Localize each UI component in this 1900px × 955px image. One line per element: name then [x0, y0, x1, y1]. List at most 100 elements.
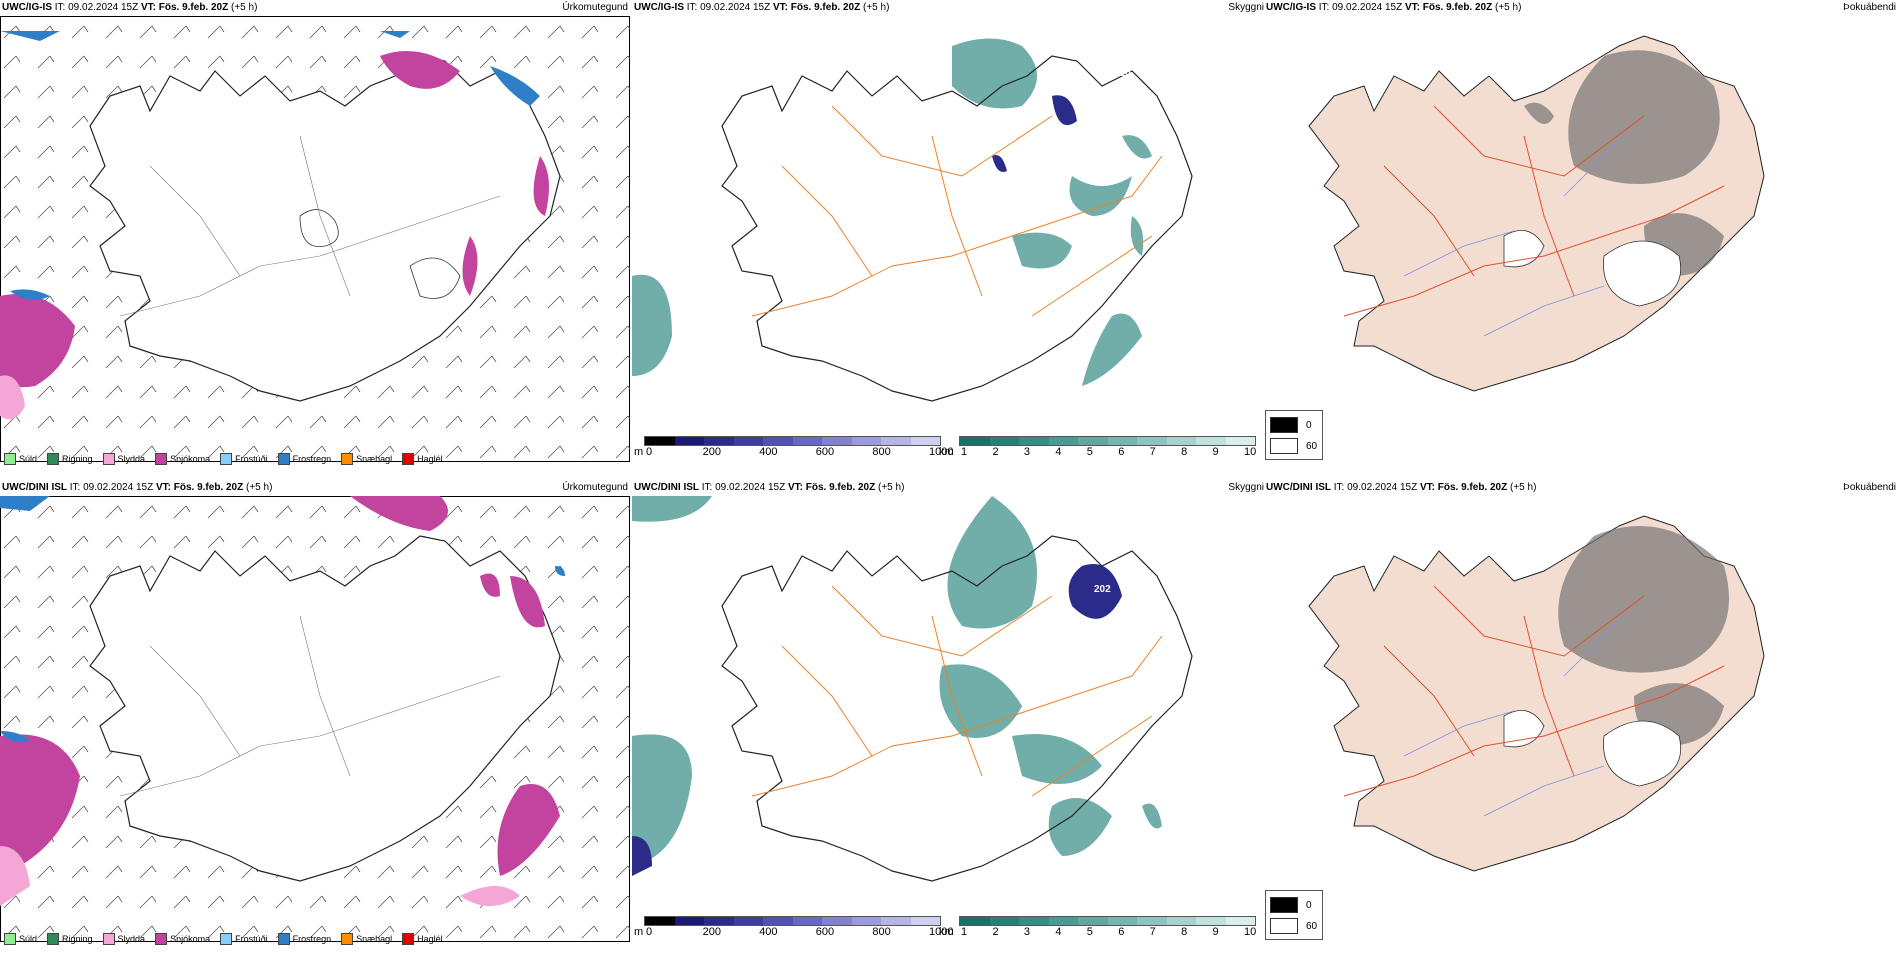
legend-label: Snjókoma — [170, 934, 211, 944]
legend-label: Frostregn — [292, 934, 332, 944]
visibility-tick: 9 — [1212, 446, 1219, 458]
ceiling-unit: m — [634, 926, 644, 938]
vt-label: VT: — [155, 482, 171, 493]
ceiling-tick: 0 — [646, 446, 653, 458]
visibility-color-step — [1225, 437, 1255, 445]
map-value-label: 785 — [1090, 730, 1107, 741]
ceiling-colorbar — [644, 916, 941, 926]
map-value-label: 297 — [1140, 600, 1157, 611]
legend-label: Haglél — [417, 934, 443, 944]
visibility-color-step — [960, 917, 990, 925]
ceiling-color-step — [704, 917, 734, 925]
roads — [1343, 105, 1725, 317]
fog-cloud-area — [632, 496, 1162, 866]
ceiling-color-step — [645, 437, 675, 445]
visibility-tick: 1 — [961, 926, 968, 938]
legend-item: Haglél — [402, 453, 443, 465]
visibility-color-step — [1107, 437, 1137, 445]
ceiling-color-step — [881, 917, 911, 925]
panel-header: UWC/DINI ISL IT: 09.02.2024 15Z VT: Fös.… — [634, 482, 905, 493]
ceiling-color-step — [822, 917, 852, 925]
legend-item: Frostúði — [220, 453, 268, 465]
ceiling-color-step — [792, 917, 822, 925]
ceiling-colorbar — [644, 436, 941, 446]
visibility-tick: 9 — [1212, 926, 1219, 938]
visibility-tick: 3 — [1023, 446, 1030, 458]
fog-index-panel: UWC/DINI ISL IT: 09.02.2024 15Z VT: Fös.… — [1264, 480, 1900, 955]
visibility-tick: 7 — [1149, 446, 1156, 458]
legend-swatch — [155, 933, 168, 945]
precip-legend: Súld Rigning Slydda Snjókoma Frostúði Frostre… — [4, 933, 443, 945]
legend-item: Slydda — [102, 453, 145, 465]
visibility-color-step — [989, 917, 1019, 925]
visibility-map[interactable]: 481 620 — [632, 16, 1264, 436]
panel-title: Þokuábendi — [1843, 482, 1896, 493]
visibility-tick: 7 — [1149, 926, 1156, 938]
visibility-color-step — [960, 437, 990, 445]
visibility-tick: 6 — [1118, 446, 1125, 458]
visibility-color-step — [1137, 437, 1167, 445]
ceiling-color-step — [674, 437, 704, 445]
visibility-map[interactable]: 202 297 95 785 — [632, 496, 1264, 916]
ceiling-color-step — [763, 917, 793, 925]
fog-legend: 0 60 — [1265, 410, 1323, 460]
fog-index-panel: UWC/IG-IS IT: 09.02.2024 15Z VT: Fös. 9.… — [1264, 0, 1900, 475]
lead-time: (+5 h) — [231, 2, 258, 13]
visibility-tick: 5 — [1086, 446, 1093, 458]
legend-swatch — [102, 933, 115, 945]
legend-item: Snjókoma — [155, 453, 210, 465]
legend-swatch — [402, 453, 415, 465]
visibility-tick: 6 — [1118, 926, 1125, 938]
legend-swatch — [402, 933, 415, 945]
legend-item: Rigning — [47, 933, 93, 945]
ceiling-tick: 1000 — [929, 446, 954, 458]
snow-area — [0, 496, 560, 876]
fog-legend: 0 60 — [1265, 890, 1323, 940]
visibility-color-step — [1078, 917, 1108, 925]
init-time: IT: 09.02.2024 15Z — [54, 2, 139, 13]
roads — [751, 105, 1163, 317]
precip-map[interactable] — [0, 16, 630, 462]
panel-title: Skyggni — [1228, 2, 1264, 13]
ceiling-tick: 0 — [646, 926, 653, 938]
ceiling-color-step — [881, 437, 911, 445]
map-value-label: 202 — [1094, 584, 1111, 595]
visibility-panel: UWC/IG-IS IT: 09.02.2024 15Z VT: Fös. 9.… — [632, 0, 1264, 475]
legend-label: Súld — [19, 934, 38, 944]
legend-item: Rigning — [47, 453, 93, 465]
roads — [1343, 585, 1725, 797]
visibility-colorbar — [959, 436, 1256, 446]
fog-map[interactable] — [1264, 496, 1900, 916]
fog-map[interactable] — [1264, 16, 1900, 436]
visibility-tick: 8 — [1181, 926, 1188, 938]
legend-label: Snæhagl — [356, 454, 393, 464]
legend-label: Haglél — [417, 454, 443, 464]
ceiling-unit: m — [634, 446, 644, 458]
glacier-area — [1503, 229, 1681, 307]
precip-legend: Súld Rigning Slydda Snjókoma Frostúði Frostre… — [4, 453, 443, 465]
legend-item: Slydda — [102, 933, 146, 945]
panel-header: UWC/DINI ISL IT: 09.02.2024 15Z VT: Fös.… — [1266, 482, 1537, 493]
panel-title: Þokuábendi — [1843, 2, 1896, 13]
legend-label: Rigning — [62, 934, 93, 944]
ceiling-color-step — [822, 437, 852, 445]
fog-cloud-area — [632, 38, 1152, 386]
ceiling-color-step — [851, 437, 881, 445]
visibility-tick: 1 — [961, 446, 968, 458]
fog-swatch-0 — [1270, 897, 1298, 913]
colorbars: m 0 200 400 600 800 1000 km 1 2 3 4 5 6 7 8 9 10 — [634, 436, 1262, 466]
legend-label: Slydda — [117, 934, 146, 944]
panel-header: UWC/DINI ISL IT: 09.02.2024 15Z VT: Fös.… — [2, 482, 272, 493]
precip-map[interactable] — [0, 496, 630, 942]
low-ceiling-area — [632, 564, 1122, 876]
vt-label: VT: — [140, 2, 156, 13]
roads — [751, 585, 1163, 797]
visibility-tick: 3 — [1023, 926, 1030, 938]
visibility-unit: km — [939, 926, 954, 938]
model-name: UWC/DINI ISL — [2, 482, 67, 493]
legend-label: Snæhagl — [356, 934, 393, 944]
legend-item: Snæhagl — [341, 933, 392, 945]
legend-item: Súld — [4, 933, 37, 945]
init-time: IT: 09.02.2024 15Z — [69, 482, 154, 493]
visibility-tick: 5 — [1086, 926, 1093, 938]
